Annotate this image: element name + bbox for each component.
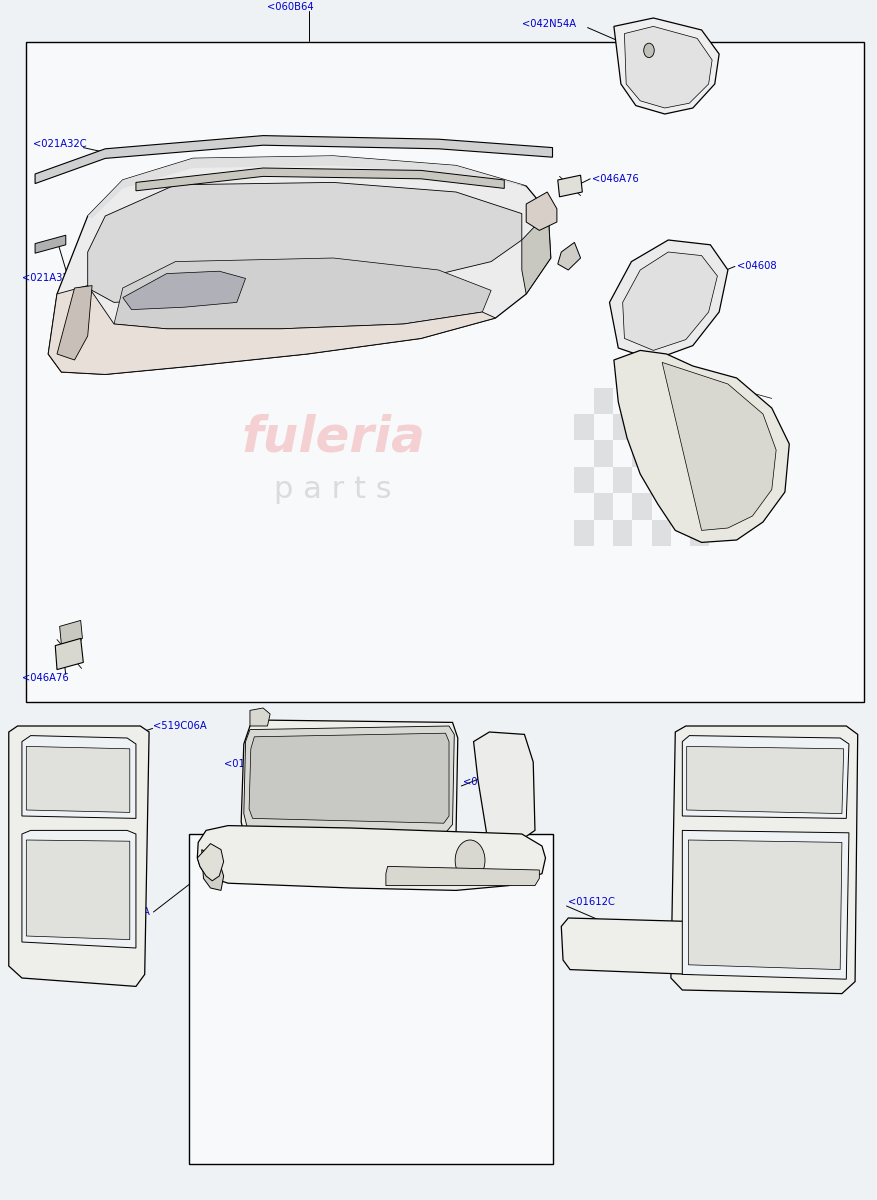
Polygon shape: [690, 414, 709, 440]
Polygon shape: [682, 830, 849, 979]
FancyBboxPatch shape: [189, 834, 553, 1164]
Polygon shape: [474, 732, 535, 842]
Text: <519C06B: <519C06B: [695, 772, 748, 781]
FancyBboxPatch shape: [26, 42, 864, 702]
Text: HC1: HC1: [244, 883, 266, 893]
Polygon shape: [55, 638, 83, 670]
Polygon shape: [662, 362, 776, 530]
Polygon shape: [197, 844, 224, 881]
Polygon shape: [574, 414, 594, 440]
Polygon shape: [594, 440, 613, 467]
Polygon shape: [652, 467, 671, 493]
Polygon shape: [610, 240, 728, 360]
Polygon shape: [136, 168, 504, 191]
Polygon shape: [57, 286, 92, 360]
Polygon shape: [88, 182, 522, 302]
Polygon shape: [688, 840, 842, 970]
Polygon shape: [671, 388, 690, 414]
Text: <021A32B: <021A32B: [158, 175, 211, 185]
Polygon shape: [632, 493, 652, 520]
Polygon shape: [60, 620, 82, 644]
Polygon shape: [632, 440, 652, 467]
Polygon shape: [88, 156, 548, 218]
Polygon shape: [687, 746, 844, 814]
Polygon shape: [671, 440, 690, 467]
Polygon shape: [9, 726, 149, 986]
Polygon shape: [35, 235, 66, 253]
Polygon shape: [614, 350, 789, 542]
Polygon shape: [386, 866, 539, 886]
Polygon shape: [123, 271, 246, 310]
Polygon shape: [594, 493, 613, 520]
Polygon shape: [671, 493, 690, 520]
Polygon shape: [249, 733, 449, 823]
Polygon shape: [594, 388, 613, 414]
Circle shape: [455, 840, 485, 881]
Polygon shape: [690, 520, 709, 546]
Polygon shape: [114, 258, 491, 329]
Text: p a r t s: p a r t s: [275, 475, 392, 504]
Polygon shape: [244, 726, 454, 833]
Text: <021A32A: <021A32A: [22, 274, 75, 283]
Polygon shape: [35, 136, 553, 184]
Polygon shape: [48, 156, 551, 374]
Polygon shape: [574, 467, 594, 493]
Polygon shape: [197, 826, 545, 890]
Polygon shape: [22, 830, 136, 948]
Polygon shape: [671, 726, 858, 994]
Polygon shape: [241, 720, 458, 845]
Text: <04608: <04608: [737, 262, 776, 271]
Text: fuleria: fuleria: [241, 414, 425, 462]
Polygon shape: [623, 252, 717, 350]
Polygon shape: [26, 746, 130, 812]
Polygon shape: [613, 520, 632, 546]
Text: <060B64: <060B64: [267, 2, 314, 12]
Polygon shape: [48, 286, 496, 374]
Text: <01612A: <01612A: [103, 907, 150, 917]
Polygon shape: [561, 918, 702, 974]
Polygon shape: [613, 467, 632, 493]
Polygon shape: [614, 18, 719, 114]
Text: <01612C: <01612C: [568, 898, 615, 907]
Text: <042N54B: <042N54B: [463, 778, 517, 787]
Polygon shape: [558, 175, 582, 197]
Polygon shape: [652, 520, 671, 546]
Polygon shape: [574, 520, 594, 546]
Polygon shape: [613, 414, 632, 440]
Polygon shape: [632, 388, 652, 414]
Polygon shape: [682, 736, 849, 818]
Polygon shape: [202, 850, 224, 890]
Polygon shape: [522, 212, 551, 294]
Text: <01612B: <01612B: [224, 760, 270, 769]
Text: <046A76: <046A76: [22, 673, 68, 683]
Polygon shape: [26, 840, 130, 940]
Text: <046A76: <046A76: [592, 174, 638, 184]
Text: <021A32C: <021A32C: [33, 139, 87, 149]
Text: <519C06A: <519C06A: [153, 721, 207, 731]
Polygon shape: [22, 736, 136, 818]
Polygon shape: [558, 242, 581, 270]
Polygon shape: [526, 192, 557, 230]
Circle shape: [644, 43, 654, 58]
Polygon shape: [250, 708, 270, 726]
Polygon shape: [624, 26, 712, 108]
Polygon shape: [652, 414, 671, 440]
Polygon shape: [690, 467, 709, 493]
Text: <042N54A: <042N54A: [522, 19, 576, 29]
